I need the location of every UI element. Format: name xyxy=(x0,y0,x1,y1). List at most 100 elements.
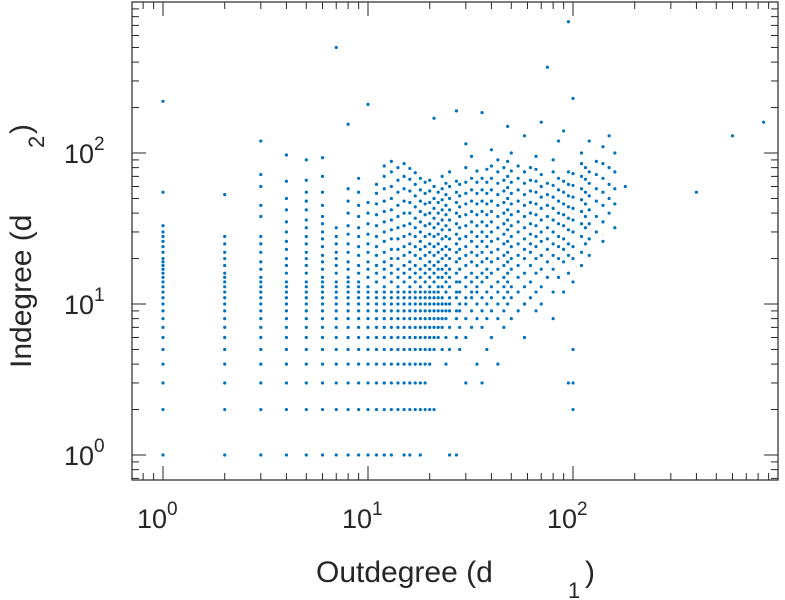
data-point xyxy=(396,362,400,366)
data-point xyxy=(389,256,393,261)
data-point xyxy=(432,234,436,239)
data-point xyxy=(440,218,444,222)
data-point xyxy=(259,260,263,264)
data-point xyxy=(516,242,520,246)
data-point xyxy=(161,453,165,457)
data-point xyxy=(436,222,440,226)
data-point xyxy=(587,194,591,198)
data-point xyxy=(613,187,617,191)
data-point xyxy=(579,187,584,191)
data-point xyxy=(579,162,584,166)
data-point xyxy=(374,347,379,352)
data-point xyxy=(223,263,227,268)
data-point xyxy=(566,216,571,220)
data-point xyxy=(396,407,400,412)
data-point xyxy=(594,199,598,203)
data-point xyxy=(562,247,566,251)
data-point xyxy=(545,260,549,264)
data-point xyxy=(458,214,462,219)
data-point xyxy=(366,302,370,306)
data-point xyxy=(509,244,513,249)
data-point xyxy=(436,267,440,271)
data-point xyxy=(259,184,263,189)
data-point xyxy=(423,347,427,352)
data-point xyxy=(601,145,605,149)
data-point xyxy=(161,275,165,280)
data-point xyxy=(382,239,386,243)
data-point xyxy=(161,325,165,329)
data-point xyxy=(528,211,533,215)
data-point xyxy=(357,296,361,300)
data-point xyxy=(440,317,444,321)
data-point xyxy=(447,170,452,174)
data-point xyxy=(382,199,386,203)
data-point xyxy=(509,213,513,217)
data-point xyxy=(413,317,417,321)
data-point xyxy=(480,271,484,275)
data-point xyxy=(389,208,393,212)
data-point xyxy=(469,290,474,294)
data-point xyxy=(413,381,417,385)
data-point xyxy=(374,271,379,275)
data-point xyxy=(408,200,412,205)
y-axis-label: Indegree (d 2 ) xyxy=(5,124,49,368)
data-point xyxy=(423,325,427,329)
data-point xyxy=(571,206,575,210)
data-point xyxy=(418,302,422,306)
data-point xyxy=(475,302,479,306)
data-point xyxy=(382,347,386,352)
data-point xyxy=(522,271,527,275)
data-point xyxy=(408,296,412,300)
data-point xyxy=(357,453,361,457)
data-point xyxy=(418,176,422,180)
data-point xyxy=(161,260,165,264)
data-point xyxy=(382,362,386,366)
data-point xyxy=(259,275,263,280)
data-point xyxy=(402,187,406,191)
data-point xyxy=(284,263,289,268)
data-point xyxy=(366,309,370,313)
data-point xyxy=(444,317,448,321)
data-point xyxy=(334,325,338,329)
data-point xyxy=(259,214,263,219)
y-axis-label-text: Indegree (d xyxy=(5,215,38,368)
data-point xyxy=(436,260,440,264)
data-point xyxy=(489,148,494,152)
data-point xyxy=(458,302,462,306)
data-point xyxy=(432,325,436,329)
data-point xyxy=(304,407,308,412)
data-point xyxy=(320,362,325,366)
data-point xyxy=(485,256,489,261)
x-tick-label: 101 xyxy=(342,499,383,534)
data-point xyxy=(304,226,308,230)
data-point xyxy=(534,290,538,294)
data-point xyxy=(485,290,489,294)
y-axis-label-close: ) xyxy=(5,124,38,134)
data-point xyxy=(489,239,494,243)
data-point xyxy=(436,250,440,254)
data-point xyxy=(464,335,468,340)
data-point xyxy=(346,232,350,236)
data-point xyxy=(440,187,444,191)
data-point xyxy=(509,224,513,228)
data-point xyxy=(480,111,484,115)
data-point xyxy=(418,199,422,203)
data-point xyxy=(594,172,598,177)
data-point xyxy=(374,309,379,313)
data-point xyxy=(382,285,386,289)
data-point xyxy=(444,271,448,275)
data-point xyxy=(304,325,308,329)
data-point xyxy=(320,230,325,234)
data-point xyxy=(374,407,379,412)
data-point xyxy=(444,280,448,284)
data-point xyxy=(454,190,459,194)
data-point xyxy=(480,381,484,385)
data-point xyxy=(389,159,393,163)
data-point xyxy=(440,198,444,202)
data-point xyxy=(334,296,338,300)
data-point xyxy=(469,188,474,192)
data-point xyxy=(334,347,338,352)
data-point xyxy=(562,190,566,194)
data-point xyxy=(436,232,440,236)
data-point xyxy=(423,234,427,239)
